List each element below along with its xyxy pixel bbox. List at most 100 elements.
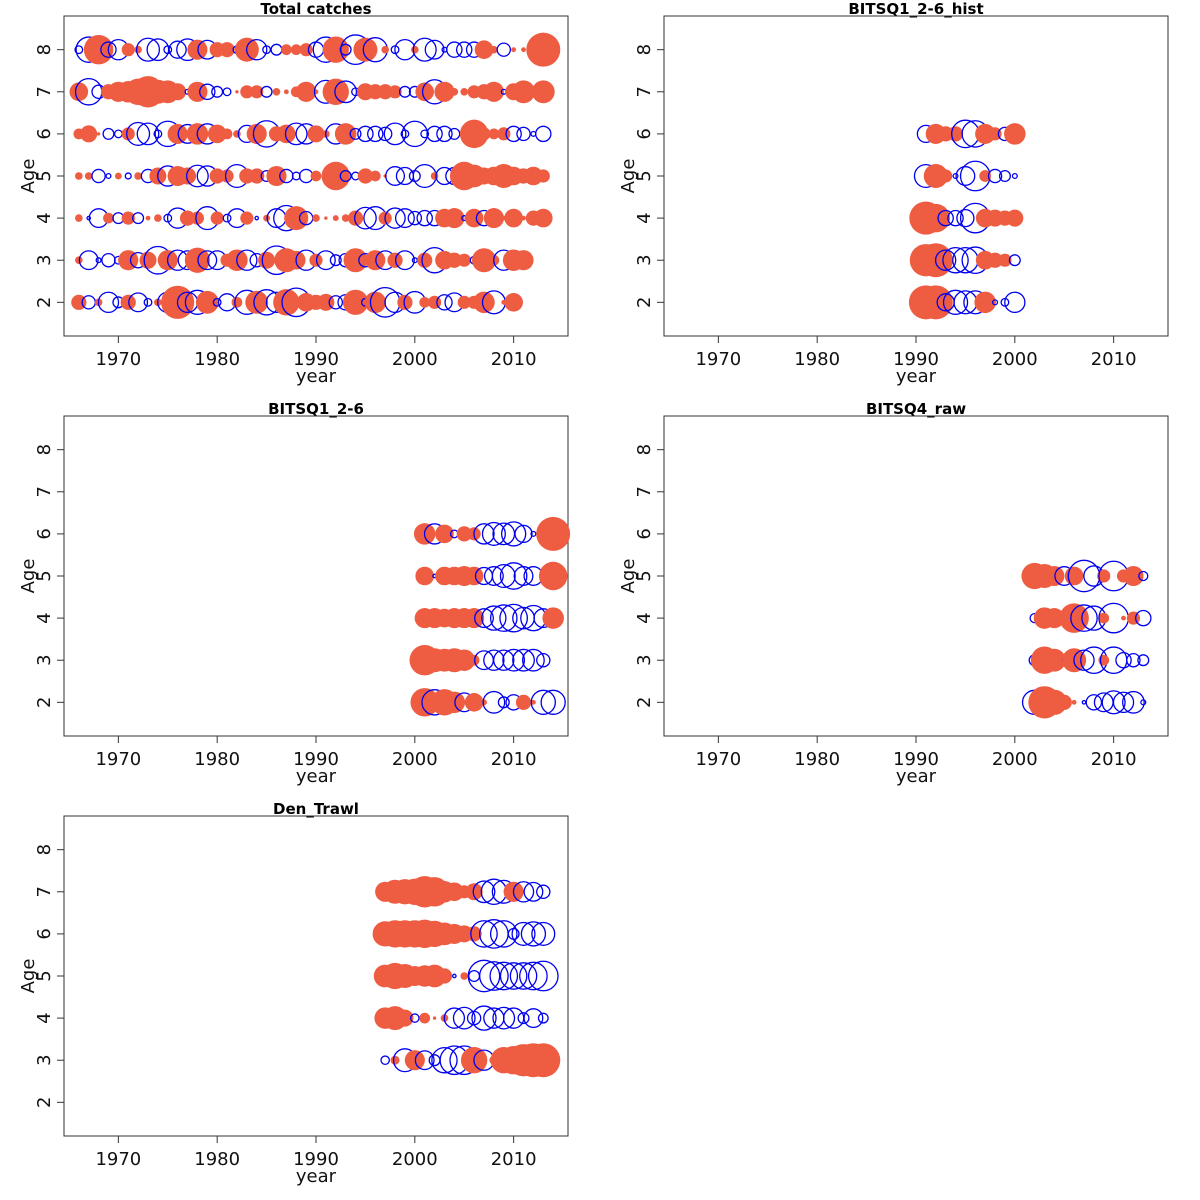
bubble-negative [497,696,510,709]
bubble-positive [975,123,996,144]
bubble-negative [367,125,384,143]
bubble-negative [527,960,559,992]
bubble-negative [153,129,163,139]
y-tick-label: 8 [634,44,655,55]
bubble-positive [121,43,135,57]
bubble-positive [231,296,243,308]
bubble-positive [235,90,239,94]
bubble-negative [407,210,423,226]
bubble-negative [146,38,170,62]
bubble-positive [332,215,339,222]
y-tick-label: 8 [34,44,55,55]
bubble-negative [408,169,421,183]
bubble-positive [1121,615,1126,621]
y-tick-label: 6 [634,128,655,139]
panel-total-catches: Total catches 1970 1980 1990 2000 2010 2 3 4 5 6 7… [18,0,569,387]
bubbles [69,32,561,319]
y-tick-label: 5 [34,570,55,581]
bubble-positive [1042,648,1066,672]
panel-bitsq1-hist: BITSQ1_2-6_hist 1970 1980 1990 2000 2010 2 3 4 5… [618,0,1169,387]
bubble-positive [210,211,224,225]
bubble-positive [435,524,454,544]
bubbles [908,119,1026,320]
bubble-negative [1070,604,1098,632]
bubble-positive [531,699,536,705]
bubble-positive [415,566,435,586]
bubble-positive [220,169,234,183]
x-tick-label: 1990 [293,349,339,370]
bubble-positive [473,291,495,314]
bubble-positive [536,516,571,551]
y-tick-label: 8 [634,444,655,455]
bubble-positive [322,78,349,105]
bubble-negative [937,209,954,227]
bubble-positive [179,167,197,185]
bubble-positive [987,252,1003,268]
bubble-positive [430,172,439,180]
bubble-negative [537,1012,549,1024]
bubble-positive [533,208,553,228]
bubble-positive [923,163,948,189]
bubble-positive [343,248,368,273]
bubble-negative [483,649,505,671]
bubble-positive [921,203,950,233]
bubble-positive [526,32,561,67]
bubble-negative [78,250,99,271]
bubble-positive [417,252,433,268]
x-tick-label: 1990 [893,749,939,770]
bubble-positive [103,212,114,224]
bubble-negative [452,1006,476,1030]
y-tick-label: 3 [34,654,55,665]
bubble-positive [432,1016,437,1020]
y-axis-title: Age [18,559,39,594]
bubble-negative [499,603,529,633]
bubble-negative [998,169,1011,183]
bubble-positive [284,206,309,231]
y-tick-label: 4 [634,212,655,223]
bubble-negative [523,1008,544,1029]
bubbles [1021,559,1152,719]
bubble-negative [516,126,531,142]
bubble-negative [520,921,547,947]
bubble-negative [128,292,149,313]
bubble-negative [1135,609,1152,627]
bubble-positive [240,85,254,99]
bubble-negative [126,121,151,146]
bubble-negative [953,290,978,315]
bubble-negative [446,41,463,58]
bubble-positive [526,1043,561,1078]
bubble-negative [124,172,132,180]
bubble-positive [280,44,292,56]
bubble-negative [512,648,535,672]
bubble-positive [75,214,83,222]
bubble-negative [481,521,506,546]
bubble-negative [952,172,959,180]
bubble-negative [1140,699,1147,706]
y-tick-label: 6 [634,528,655,539]
bubble-negative [334,80,358,104]
bubble-positive [464,566,484,586]
bubble-positive [521,215,526,221]
y-tick-label: 4 [34,612,55,623]
bubble-positive [250,85,264,99]
bubble-negative [1137,654,1150,667]
bubble-negative [1085,694,1103,711]
bubble-positive [397,294,413,310]
bubble-negative [436,294,453,311]
bubble-positive [457,253,471,267]
bubble-positive [190,211,204,225]
bubble-negative [511,921,536,946]
bubble-positive [1064,566,1084,586]
bubble-positive [296,81,317,102]
bubble-positive [515,694,532,710]
x-tick-label: 1980 [194,1149,240,1170]
bubble-negative [1101,690,1126,715]
plot-frame [63,815,569,1137]
bubble-negative [315,250,336,271]
bubble-negative [500,521,527,547]
bubble-negative [86,215,92,221]
bubble-positive [445,882,464,902]
bubble-positive [434,81,455,102]
bubble-positive [460,87,469,96]
bubble-negative [522,648,545,672]
